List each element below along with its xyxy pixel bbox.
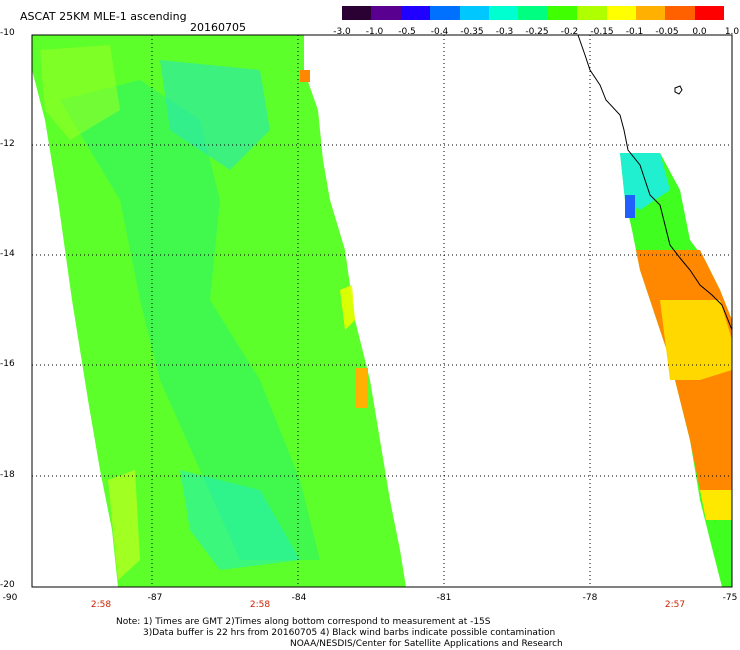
colorbar-label: -0.35 [460, 27, 484, 37]
y-label: -12 [0, 139, 15, 149]
colorbar-label: -3.0 [333, 27, 351, 37]
island-outline [674, 85, 683, 95]
x-label: -84 [291, 593, 307, 603]
colorbar-label: 1.0 [724, 27, 740, 37]
colorbar-label: -0.1 [625, 27, 644, 37]
y-label: -14 [0, 249, 15, 259]
coastline [577, 34, 733, 331]
colorbar-label: -1.0 [365, 27, 384, 37]
x-label: -81 [436, 593, 452, 603]
colorbar-segment [488, 6, 519, 20]
colorbar-label: -0.15 [590, 27, 614, 37]
y-label: -18 [0, 470, 15, 480]
colorbar-segment [665, 6, 695, 20]
colorbar-segment [635, 6, 666, 20]
colorbar-segment [342, 6, 372, 20]
colorbar-label: -0.3 [495, 27, 514, 37]
time-label: 2:58 [90, 600, 112, 610]
colorbar-segment [459, 6, 489, 20]
colorbar-segment [371, 6, 401, 20]
map-date: 20160705 [190, 21, 246, 34]
colorbar-segment [577, 6, 607, 20]
colorbar-segment [694, 6, 725, 20]
time-label: 2:57 [664, 600, 686, 610]
colorbar-label: -0.25 [525, 27, 549, 37]
colorbar-label: -0.05 [655, 27, 679, 37]
map-title: ASCAT 25KM MLE-1 ascending [20, 10, 187, 23]
plot-frame [31, 34, 733, 588]
note-line-3: NOAA/NESDIS/Center for Satellite Applica… [290, 639, 563, 649]
colorbar-segment [400, 6, 431, 20]
colorbar-label: -0.5 [398, 27, 416, 37]
note-line-2: 3)Data buffer is 22 hrs from 20160705 4)… [143, 628, 556, 638]
west-swath [32, 35, 406, 587]
x-label: -78 [582, 593, 598, 603]
colorbar-segment [606, 6, 636, 20]
colorbar-labels: -3.0 -1.0 -0.5 -0.4 -0.35 -0.3 -0.25 -0.2 -0.15 -… [330, 27, 740, 39]
x-label: -87 [147, 593, 163, 603]
time-label: 2:58 [249, 600, 271, 610]
colorbar-segment [518, 6, 548, 20]
colorbar-segment [547, 6, 578, 20]
x-label: -90 [2, 593, 18, 603]
colorbar-segment [430, 6, 460, 20]
grid [32, 35, 732, 587]
colorbar-label: 0.0 [692, 27, 707, 37]
colorbar-label: -0.2 [560, 27, 579, 37]
x-label: -75 [722, 593, 738, 603]
note-line-1: Note: 1) Times are GMT 2)Times along bot… [116, 617, 491, 627]
y-label: -16 [0, 359, 15, 369]
colorbar [342, 6, 725, 20]
east-swath [620, 153, 732, 587]
y-label: -10 [0, 28, 15, 38]
y-label: -20 [0, 580, 15, 590]
colorbar-label: -0.4 [430, 27, 449, 37]
